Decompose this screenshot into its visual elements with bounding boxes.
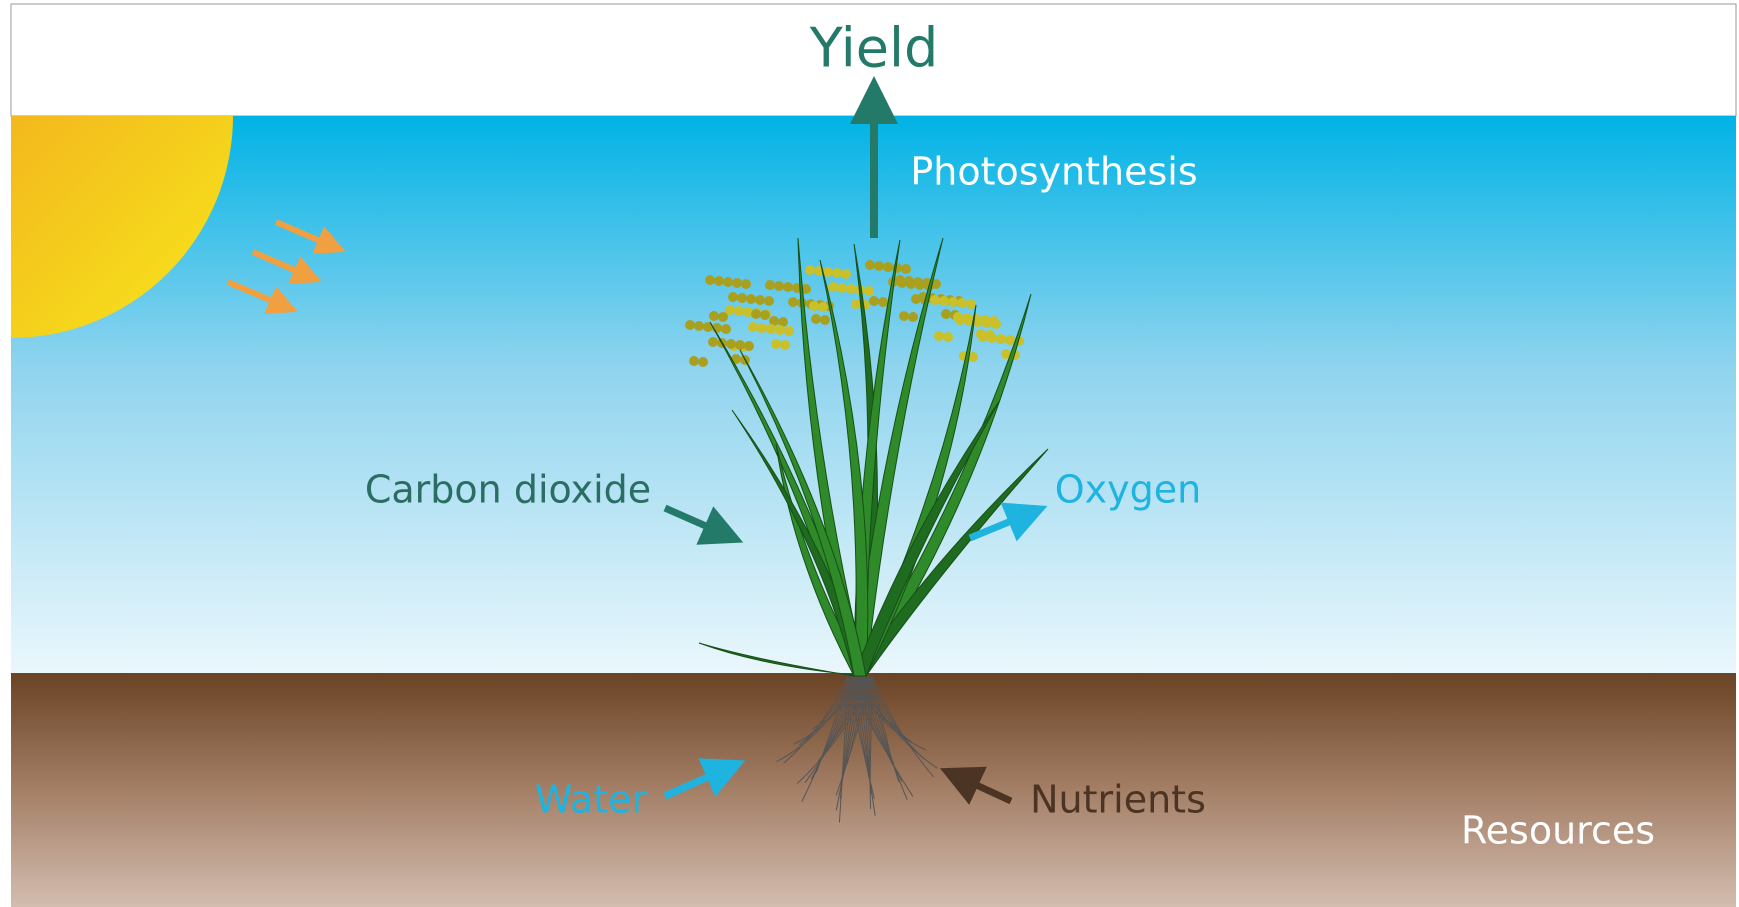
grain	[915, 280, 925, 290]
page: Yield Photosynthesis Carbon dioxide Oxyg…	[0, 0, 1739, 907]
grain	[846, 284, 856, 294]
grain	[851, 299, 861, 309]
grain	[883, 262, 893, 272]
yield-label: Yield	[809, 17, 939, 80]
grain	[874, 261, 884, 271]
grain	[709, 311, 719, 321]
grain	[982, 318, 992, 328]
grain	[991, 319, 1001, 329]
grain	[726, 339, 736, 349]
diagram: Yield Photosynthesis Carbon dioxide Oxyg…	[0, 0, 1739, 907]
grain	[941, 309, 951, 319]
grain	[811, 314, 821, 324]
grain	[771, 339, 781, 349]
grain	[685, 320, 695, 330]
grain	[708, 337, 718, 347]
grain	[930, 295, 940, 305]
grain	[775, 325, 785, 335]
grain	[837, 283, 847, 293]
grain	[828, 282, 838, 292]
grain	[906, 279, 916, 289]
grain	[788, 297, 798, 307]
nutrients-label: Nutrients	[1030, 778, 1206, 822]
grain	[908, 312, 918, 322]
grain	[955, 315, 965, 325]
grain	[744, 341, 754, 351]
grain	[818, 302, 828, 312]
grain	[978, 332, 988, 342]
grain	[705, 275, 715, 285]
grain	[841, 269, 851, 279]
oxygen-label: Oxygen	[1055, 468, 1201, 512]
grain	[897, 278, 907, 288]
grain	[737, 293, 747, 303]
grain	[869, 296, 879, 306]
grain	[734, 306, 744, 316]
water-label: Water	[535, 778, 648, 822]
grain	[987, 333, 997, 343]
grain	[957, 298, 967, 308]
grain	[948, 297, 958, 307]
grain	[746, 294, 756, 304]
grain	[732, 278, 742, 288]
grain	[996, 334, 1006, 344]
grain	[714, 276, 724, 286]
grain	[703, 322, 713, 332]
grain	[943, 332, 953, 342]
grain	[783, 282, 793, 292]
grain	[864, 286, 874, 296]
grain	[764, 296, 774, 306]
grain	[934, 331, 944, 341]
photosynthesis-label: Photosynthesis	[910, 150, 1197, 194]
grain	[939, 296, 949, 306]
resources-label: Resources	[1461, 809, 1655, 853]
grain	[911, 294, 921, 304]
grain	[809, 301, 819, 311]
grain	[735, 340, 745, 350]
grain	[760, 310, 770, 320]
grain	[832, 268, 842, 278]
grain	[1005, 335, 1015, 345]
grain	[780, 340, 790, 350]
grain	[718, 312, 728, 322]
grain	[765, 280, 775, 290]
grain	[774, 281, 784, 291]
grain	[805, 265, 815, 275]
grain	[755, 295, 765, 305]
grain	[728, 292, 738, 302]
grain	[741, 279, 751, 289]
grain	[689, 356, 699, 366]
grain	[878, 297, 888, 307]
co2-label: Carbon dioxide	[365, 468, 651, 512]
grain	[901, 264, 911, 274]
grain	[698, 357, 708, 367]
grain	[966, 299, 976, 309]
grain	[766, 324, 776, 334]
grain	[694, 321, 704, 331]
grain	[784, 326, 794, 336]
grain	[723, 277, 733, 287]
grain	[865, 260, 875, 270]
grain	[820, 315, 830, 325]
grain	[757, 323, 767, 333]
grain	[751, 309, 761, 319]
grain	[899, 311, 909, 321]
grain	[748, 322, 758, 332]
grain	[721, 324, 731, 334]
